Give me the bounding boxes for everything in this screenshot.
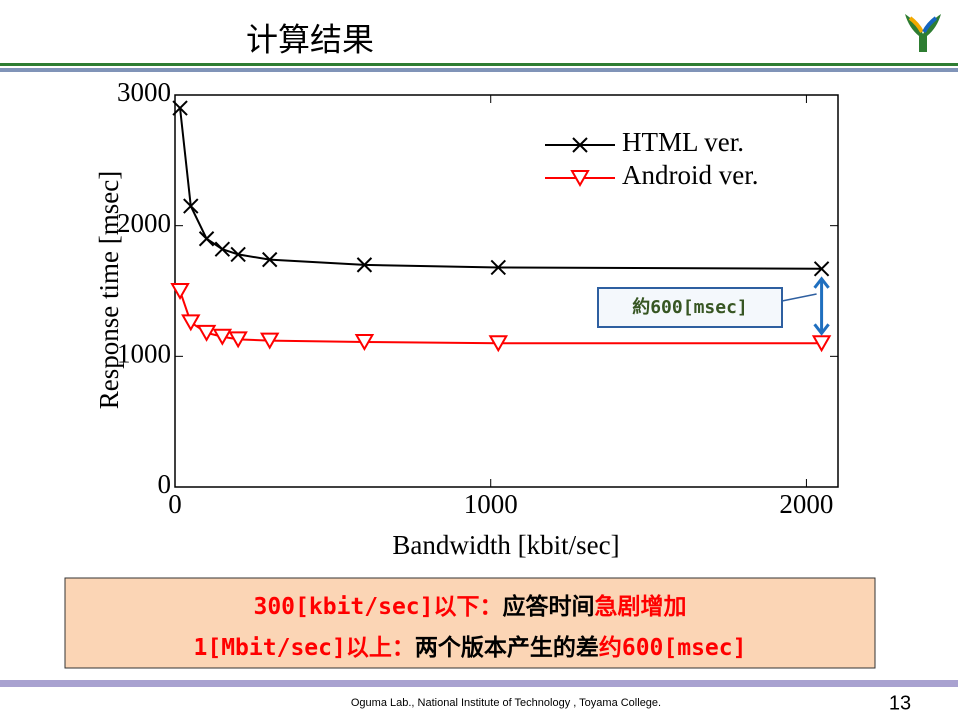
- marker: [230, 246, 246, 263]
- title-rule: [0, 63, 958, 66]
- page-number: 13: [889, 692, 911, 714]
- annotation: 約600[msec]: [632, 296, 748, 318]
- y-axis-label: Response time [msec]: [94, 171, 124, 409]
- summary-line: 1[Mbit/sec]以上：两个版本产生的差约600[msec]: [194, 634, 747, 661]
- marker: [356, 257, 373, 273]
- marker: [259, 332, 280, 350]
- title-rule: [0, 68, 958, 72]
- slide-title: 计算结果: [246, 21, 374, 57]
- summary-text: 300[kbit/sec]以下：: [253, 594, 502, 620]
- summary-text: 应答时间: [503, 593, 595, 620]
- legend-label: Android ver.: [622, 160, 758, 190]
- marker: [212, 328, 233, 346]
- marker: [198, 231, 215, 247]
- summary-box: [64, 577, 876, 669]
- summary-text: 两个版本产生的差: [415, 634, 599, 661]
- marker: [228, 331, 248, 349]
- annotation-box: [597, 287, 783, 328]
- marker: [490, 259, 506, 276]
- marker: [214, 241, 231, 257]
- footer-rule: [0, 680, 958, 687]
- legend-label: HTML ver.: [622, 127, 744, 157]
- x-axis-label: Bandwidth [kbit/sec]: [392, 530, 619, 560]
- marker: [811, 335, 832, 353]
- marker: [181, 314, 201, 332]
- marker: [170, 283, 190, 301]
- y-tick-label: 0: [158, 469, 172, 499]
- summary-text: 约600[msec]: [599, 634, 747, 661]
- marker: [183, 198, 199, 214]
- y-tick-label: 2000: [117, 208, 171, 238]
- marker: [262, 251, 278, 268]
- x-tick-label: 0: [168, 489, 182, 519]
- marker: [572, 137, 588, 153]
- marker: [488, 335, 509, 353]
- x-tick-label: 2000: [779, 489, 833, 519]
- marker: [196, 324, 217, 342]
- y-tick-label: 3000: [117, 77, 171, 107]
- summary-line: 300[kbit/sec]以下：应答时间急剧增加: [253, 593, 686, 620]
- marker: [570, 170, 590, 188]
- y-tick-label: 1000: [117, 339, 171, 369]
- summary-text: 1[Mbit/sec]以上：: [194, 635, 415, 661]
- marker: [172, 100, 188, 116]
- footer: Oguma Lab., National Institute of Techno…: [351, 697, 661, 709]
- x-tick-label: 1000: [464, 489, 518, 519]
- marker: [354, 333, 375, 351]
- marker: [813, 261, 830, 277]
- logo: [905, 14, 941, 52]
- summary-text: 急剧增加: [595, 593, 687, 620]
- arrow-head: [813, 276, 830, 336]
- callout-line: [781, 293, 817, 302]
